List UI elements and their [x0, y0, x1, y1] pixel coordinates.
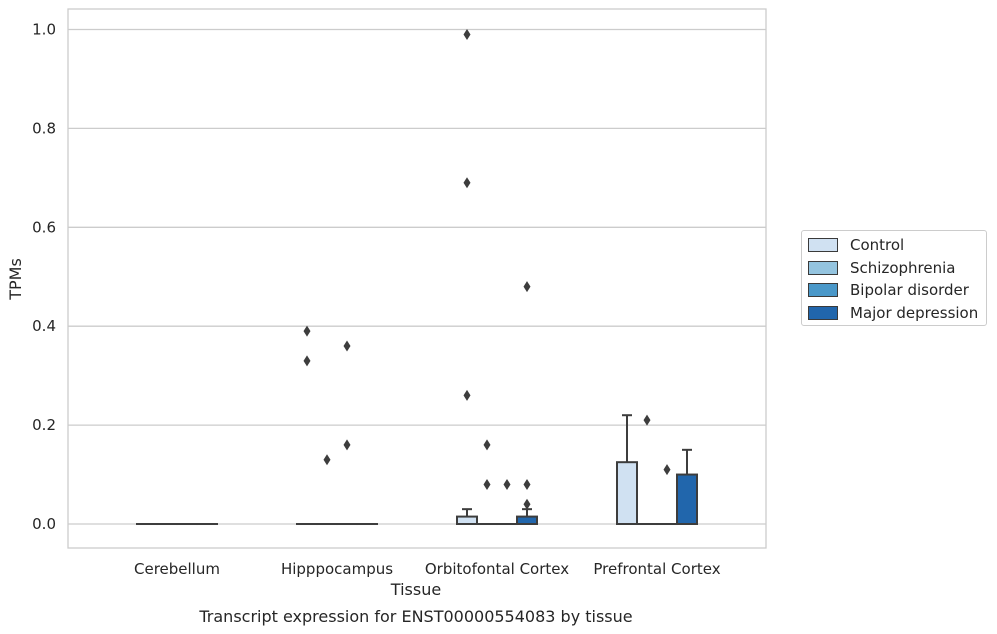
box-bipolar-disorder	[656, 464, 678, 526]
x-tick-label: Hipppocampus	[281, 560, 393, 578]
x-tick-label: Prefrontal Cortex	[593, 560, 720, 578]
y-tick-labels: 0.0 0.2 0.4 0.6 0.8 1.0	[32, 21, 56, 534]
legend-label: Schizophrenia	[850, 258, 956, 277]
y-tick-label: 0.6	[32, 218, 56, 236]
outlier-point	[303, 355, 311, 367]
outlier-point	[463, 177, 471, 189]
box-control	[616, 414, 638, 525]
outlier-point	[323, 454, 331, 466]
y-tick-label: 0.8	[32, 119, 56, 137]
y-tick-label: 1.0	[32, 21, 56, 39]
legend-label: Major depression	[850, 303, 979, 322]
box-bipolar-disorder	[496, 478, 518, 526]
box	[516, 515, 538, 526]
box-control	[296, 325, 318, 526]
box-plots	[136, 28, 698, 526]
legend-swatch	[808, 260, 838, 275]
outlier-point	[483, 478, 491, 490]
box-bipolar-disorder	[336, 340, 358, 526]
box-schizophrenia	[636, 414, 658, 526]
legend-item: Schizophrenia	[808, 257, 986, 280]
box-schizophrenia	[316, 454, 338, 526]
outlier-point	[303, 325, 311, 337]
outlier-point	[463, 28, 471, 40]
box	[676, 473, 698, 525]
plot-frame	[67, 8, 767, 549]
outlier-point	[483, 439, 491, 451]
legend-swatch	[808, 238, 838, 253]
y-tick-label: 0.4	[32, 317, 56, 335]
outlier-point	[643, 414, 651, 426]
y-tick-label: 0.0	[32, 515, 56, 533]
box-control	[456, 28, 478, 526]
outlier-point	[663, 464, 671, 476]
box-schizophrenia	[476, 439, 498, 526]
outlier-point	[463, 389, 471, 401]
gridlines	[68, 28, 766, 525]
legend: Control Schizophrenia Bipolar disorder Majo…	[801, 230, 987, 326]
legend-label: Control	[850, 236, 905, 255]
outlier-point	[343, 340, 351, 352]
legend-label: Bipolar disorder	[850, 281, 969, 300]
x-tick-label: Orbitofontal Cortex	[425, 560, 569, 578]
outlier-point	[523, 498, 531, 510]
box	[616, 461, 638, 525]
legend-item: Control	[808, 234, 986, 257]
legend-item: Major depression	[808, 302, 986, 325]
y-axis-title: TPMs	[6, 258, 25, 301]
outlier-point	[523, 478, 531, 490]
legend-swatch	[808, 283, 838, 298]
x-axis-title: Tissue	[390, 580, 441, 599]
box-major-depression	[676, 448, 698, 525]
x-tick-labels: Cerebellum Hipppocampus Orbitofontal Corte…	[134, 560, 721, 578]
legend-swatch	[808, 305, 838, 320]
chart-title: Transcript expression for ENST0000055408…	[198, 607, 632, 626]
outlier-point	[343, 439, 351, 451]
outlier-point	[503, 478, 511, 490]
outlier-point	[523, 281, 531, 293]
box-major-depression	[516, 281, 538, 526]
y-tick-label: 0.2	[32, 416, 56, 434]
x-tick-label: Cerebellum	[134, 560, 220, 578]
box	[456, 515, 478, 526]
legend-item: Bipolar disorder	[808, 279, 986, 302]
